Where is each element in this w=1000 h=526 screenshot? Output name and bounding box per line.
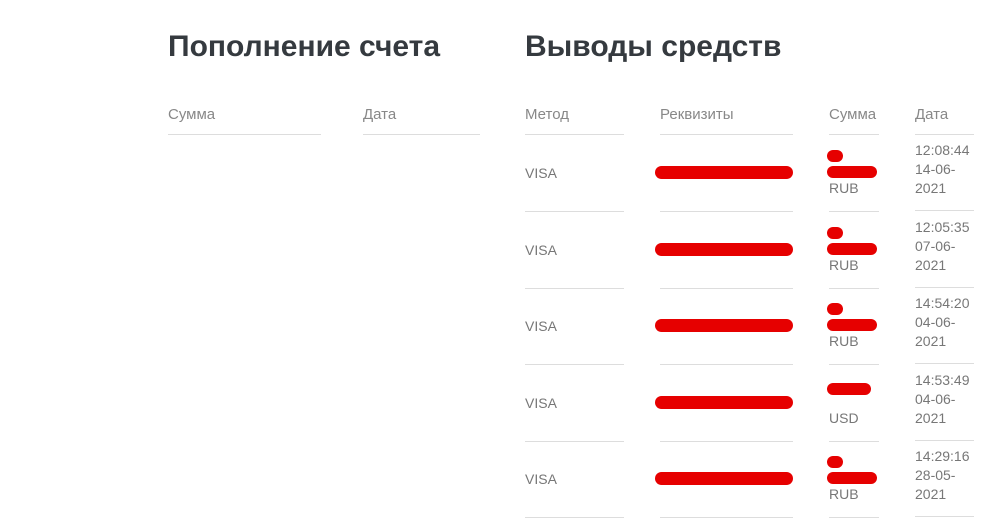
method-text: VISA	[525, 394, 557, 411]
time-text: 14:54:20	[915, 295, 970, 312]
method-text: VISA	[525, 471, 557, 488]
withdrawals-header-method: Метод	[525, 106, 624, 135]
withdrawals-header-date: Дата	[915, 106, 974, 135]
redaction-mark	[827, 319, 877, 332]
date-text: 04-06-	[915, 390, 956, 407]
currency-text: USD	[829, 409, 859, 426]
date-text: 04-06-	[915, 314, 956, 331]
redaction-mark	[827, 242, 877, 255]
amount-cell: RUB	[829, 135, 879, 212]
redaction-mark	[655, 242, 793, 256]
date-cell: 14:53:49 04-06- 2021	[915, 365, 974, 441]
deposits-title: Пополнение счета	[168, 30, 441, 63]
method-cell: VISA	[525, 212, 624, 289]
redaction-mark	[655, 166, 793, 179]
date-cell: 12:08:44 14-06- 2021	[915, 135, 974, 211]
redaction-mark	[827, 150, 843, 162]
redaction-mark	[655, 472, 793, 486]
redaction-mark	[827, 382, 871, 395]
date-text: 07-06-	[915, 237, 956, 254]
time-text: 12:08:44	[915, 142, 970, 158]
method-cell: VISA	[525, 135, 624, 212]
amount-cell: RUB	[829, 212, 879, 289]
redaction-mark	[827, 166, 877, 178]
method-text: VISA	[525, 318, 557, 335]
time-text: 14:53:49	[915, 371, 970, 388]
year-text: 2021	[915, 256, 947, 273]
redaction-mark	[655, 319, 793, 333]
date-cell: 12:05:35 07-06- 2021	[915, 212, 974, 288]
amount-cell: RUB	[829, 441, 879, 519]
redaction-mark	[827, 226, 843, 239]
redaction-mark	[827, 303, 843, 316]
withdrawals-header-amount: Сумма	[829, 106, 879, 135]
date-cell: 14:29:16 28-05- 2021	[915, 441, 974, 518]
currency-text: RUB	[829, 256, 859, 273]
redaction-mark	[655, 395, 793, 409]
currency-text: RUB	[829, 180, 859, 196]
year-text: 2021	[915, 486, 947, 503]
date-cell: 14:54:20 04-06- 2021	[915, 288, 974, 365]
method-text: VISA	[525, 241, 557, 258]
redaction-mark	[827, 472, 877, 485]
amount-cell: USD	[829, 365, 879, 442]
redaction-mark	[827, 456, 843, 469]
details-cell	[660, 365, 793, 442]
year-text: 2021	[915, 180, 947, 196]
time-text: 14:29:16	[915, 448, 970, 465]
details-cell	[660, 135, 793, 212]
currency-text: RUB	[829, 333, 859, 350]
deposits-header-amount: Сумма	[168, 106, 321, 135]
details-cell	[660, 288, 793, 366]
withdrawals-header-details: Реквизиты	[660, 106, 793, 135]
year-text: 2021	[915, 333, 947, 350]
date-text: 28-05-	[915, 467, 956, 484]
date-text: 14-06-	[915, 161, 956, 177]
method-text: VISA	[525, 165, 557, 181]
method-cell: VISA	[525, 288, 624, 366]
method-cell: VISA	[525, 365, 624, 442]
deposits-header-date: Дата	[363, 106, 480, 135]
time-text: 12:05:35	[915, 218, 970, 235]
details-cell	[660, 212, 793, 289]
withdrawals-title: Выводы средств	[525, 30, 782, 63]
year-text: 2021	[915, 409, 947, 426]
amount-cell: RUB	[829, 288, 879, 366]
details-cell	[660, 441, 793, 519]
currency-text: RUB	[829, 486, 859, 503]
method-cell: VISA	[525, 441, 624, 519]
